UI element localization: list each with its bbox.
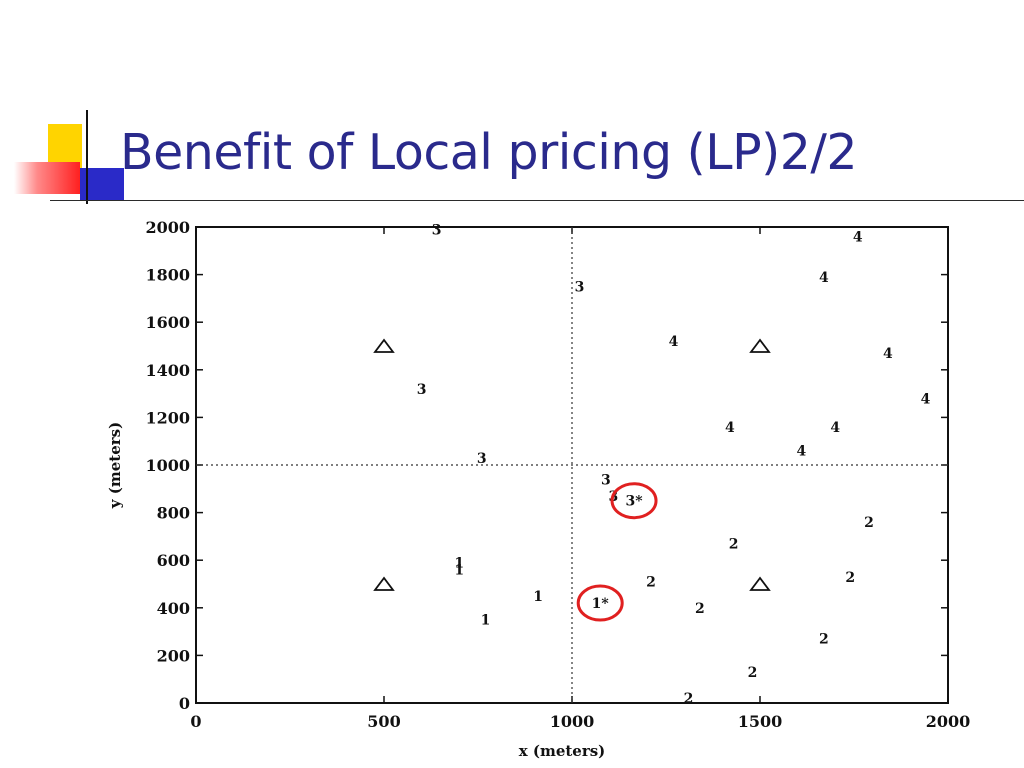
y-tick-label: 0 [179,694,190,713]
point-label-4: 4 [853,230,863,246]
y-tick-label: 2000 [145,218,190,237]
point-label-2: 2 [729,537,739,553]
point-label-2: 2 [845,570,855,586]
title-underline-rule [50,200,1024,201]
axes-layer: 0 500 1000 1500 2000 0 200 400 600 800 1000 1200 140… [145,218,970,731]
x-tick-label: 2000 [926,712,971,731]
point-label-2: 2 [819,632,829,648]
y-tick-label: 200 [157,646,190,665]
point-label-1: 1 [533,589,543,605]
slide-title: Benefit of Local pricing (LP)2/2 [120,124,858,181]
y-tick-label: 1600 [145,313,190,332]
y-tick-label: 1000 [145,456,190,475]
triangle-marker [373,576,395,591]
point-label-3: 3 [575,280,585,296]
y-tick-label: 800 [157,504,190,523]
y-tick-label: 1800 [145,266,190,285]
x-axis-title: x (meters) [519,742,606,760]
highlighted-point-label: 3* [626,494,644,510]
point-label-3: 3 [432,222,442,238]
x-tick-label: 500 [367,712,400,731]
highlighted-point-label: 1* [592,596,610,612]
point-label-3: 3 [417,382,427,398]
y-tick-label: 600 [157,551,190,570]
point-label-4: 4 [725,420,735,436]
point-label-4: 4 [669,334,679,350]
point-label-4: 4 [921,391,931,407]
point-label-4: 4 [819,270,829,286]
x-tick-label: 1000 [550,712,595,731]
point-label-2: 2 [684,691,694,707]
point-label-3: 3 [477,451,487,467]
y-tick-label: 1200 [145,408,190,427]
point-label-1: 1 [454,556,464,572]
title-decoration-vertical-line [86,110,88,204]
point-label-1: 1 [481,613,491,629]
point-label-2: 2 [864,515,874,531]
point-label-4: 4 [796,444,806,460]
y-tick-label: 400 [157,599,190,618]
point-label-2: 2 [646,575,656,591]
triangle-marker [749,576,771,591]
y-tick-label: 1400 [145,361,190,380]
y-axis-title: y (meters) [106,422,124,509]
highlight-circle [576,584,624,622]
point-label-1: 1 [454,563,464,579]
x-tick-label: 0 [190,712,201,731]
triangle-marker [373,338,395,353]
point-label-4: 4 [883,346,893,362]
point-label-2: 2 [748,665,758,681]
highlight-circle [610,482,658,520]
point-label-2: 2 [695,601,705,617]
point-label-4: 4 [830,420,840,436]
x-tick-label: 1500 [738,712,783,731]
title-decoration-red-bar [14,162,80,194]
point-label-3: 3 [601,472,611,488]
triangle-marker [749,338,771,353]
